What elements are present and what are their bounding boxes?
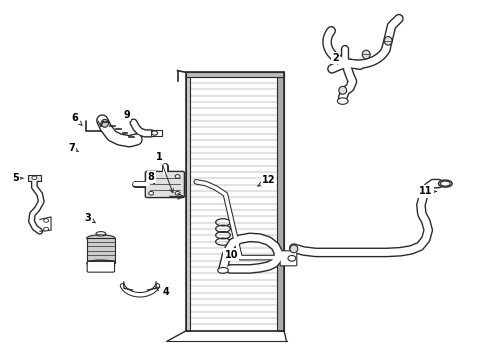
Circle shape <box>288 256 296 261</box>
Circle shape <box>175 175 180 178</box>
Ellipse shape <box>101 120 108 127</box>
Text: 2: 2 <box>332 53 339 64</box>
Text: 7: 7 <box>68 143 78 153</box>
Circle shape <box>44 219 49 222</box>
Circle shape <box>149 192 154 195</box>
Circle shape <box>32 176 37 180</box>
Ellipse shape <box>441 181 450 186</box>
Circle shape <box>149 175 154 178</box>
Text: 5: 5 <box>12 173 23 183</box>
Text: 1: 1 <box>156 152 173 193</box>
Ellipse shape <box>362 50 370 59</box>
Text: 3: 3 <box>84 213 95 223</box>
Bar <box>186 72 284 330</box>
Ellipse shape <box>87 235 115 241</box>
Circle shape <box>175 192 180 195</box>
Ellipse shape <box>339 86 346 94</box>
FancyBboxPatch shape <box>280 251 297 266</box>
Text: 4: 4 <box>156 287 169 297</box>
Text: 10: 10 <box>224 248 238 260</box>
Ellipse shape <box>218 267 228 273</box>
Bar <box>186 72 284 77</box>
Ellipse shape <box>384 37 392 45</box>
Bar <box>186 72 190 330</box>
Ellipse shape <box>290 245 298 253</box>
Circle shape <box>44 227 49 231</box>
Circle shape <box>152 131 158 135</box>
Ellipse shape <box>439 180 452 187</box>
FancyBboxPatch shape <box>146 171 184 198</box>
Text: 12: 12 <box>258 175 275 186</box>
Text: 9: 9 <box>123 110 131 121</box>
Bar <box>151 130 162 136</box>
Text: 11: 11 <box>419 186 437 197</box>
Bar <box>87 238 115 263</box>
Bar <box>277 72 284 330</box>
Text: 6: 6 <box>72 113 82 125</box>
Ellipse shape <box>87 260 115 266</box>
Text: 8: 8 <box>148 172 155 184</box>
Ellipse shape <box>96 231 106 236</box>
FancyBboxPatch shape <box>87 261 115 272</box>
Ellipse shape <box>337 98 348 104</box>
Bar <box>27 175 41 181</box>
